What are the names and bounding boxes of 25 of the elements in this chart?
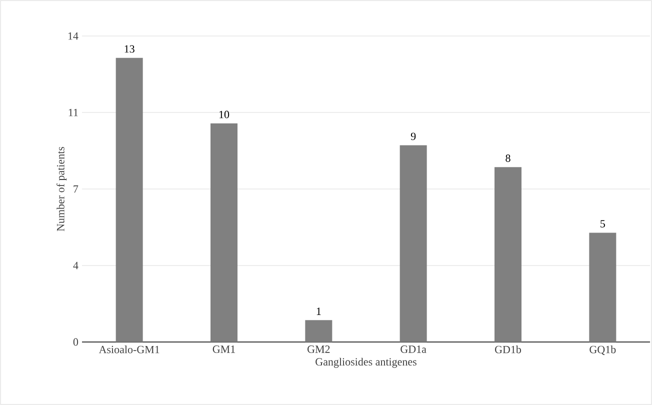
y-tick-label: 11: [68, 108, 78, 116]
x-tick-label: GD1a: [400, 346, 426, 353]
x-tick-label: GM1: [212, 346, 235, 353]
y-tick-label: 4: [73, 262, 78, 270]
y-tick-label: 14: [68, 32, 78, 40]
bar: [589, 232, 616, 342]
bar: [494, 167, 522, 342]
data-label: 5: [600, 220, 605, 228]
x-tick-label: GQ1b: [590, 346, 616, 355]
bar: [210, 123, 238, 342]
data-label: 13: [124, 45, 134, 53]
x-axis-title: Gangliosides antigenes: [316, 358, 416, 368]
y-axis-title: Number of patients: [56, 146, 67, 232]
bar: [305, 320, 332, 342]
x-tick-label: GD1b: [495, 346, 522, 354]
x-tick-label: Asioalo-GM1: [98, 346, 160, 354]
bar: [116, 58, 143, 342]
bar: [400, 145, 427, 342]
y-tick-label: 7: [74, 185, 78, 193]
data-label: 9: [410, 132, 416, 140]
data-label: 1: [316, 308, 321, 315]
y-tick-label: 0: [73, 338, 78, 346]
x-tick-label: GM2: [308, 346, 330, 353]
data-label: 10: [219, 110, 230, 118]
data-label: 8: [506, 154, 510, 162]
